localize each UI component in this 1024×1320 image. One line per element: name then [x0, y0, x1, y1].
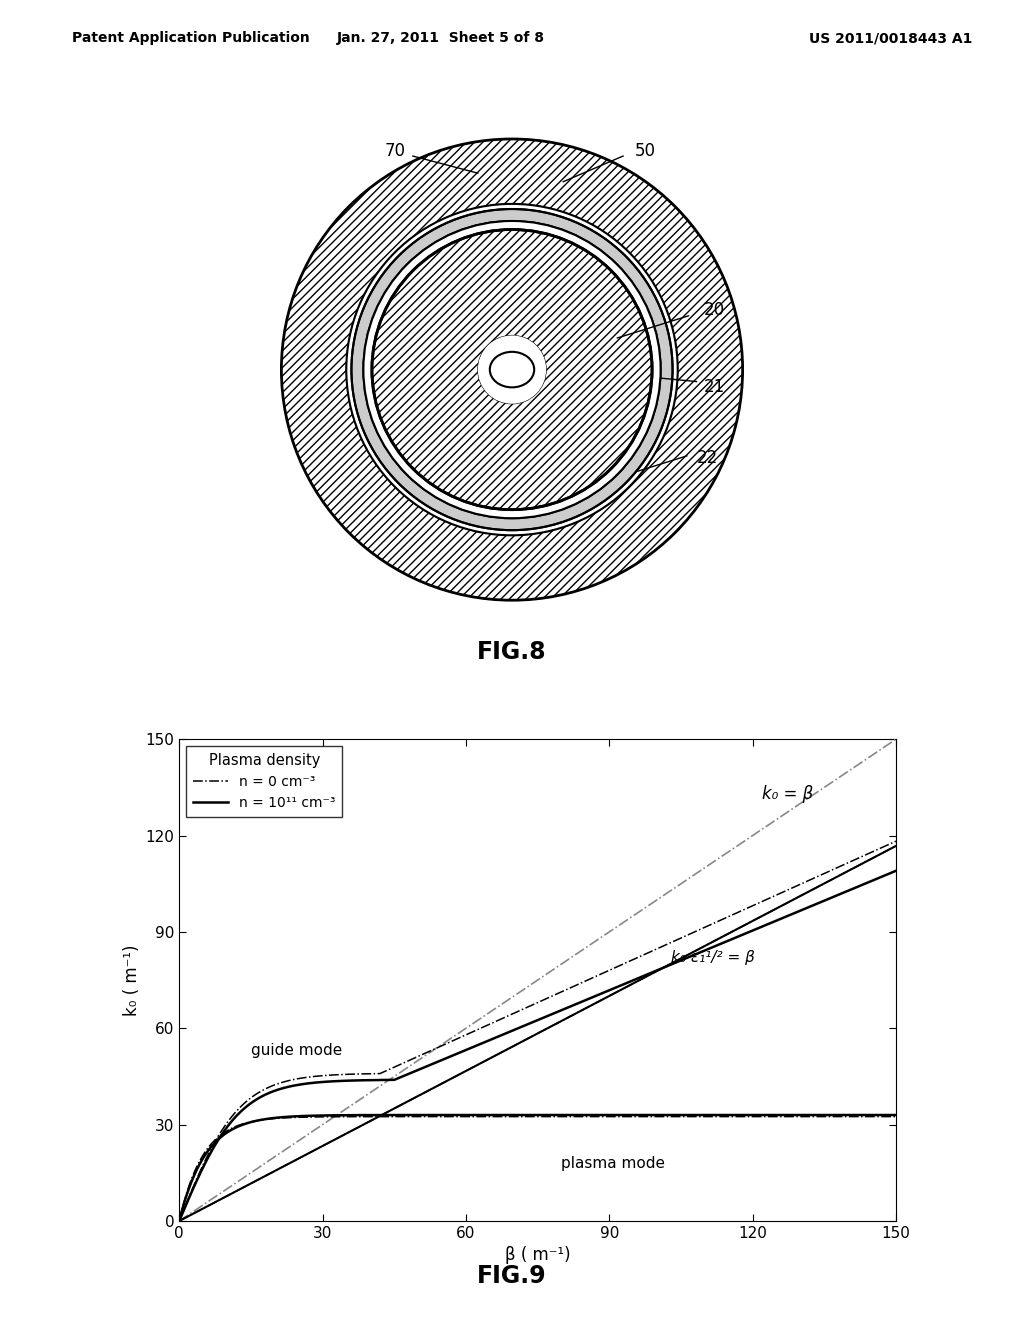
Text: US 2011/0018443 A1: US 2011/0018443 A1 [809, 32, 973, 45]
Ellipse shape [489, 352, 535, 387]
Text: 22: 22 [696, 449, 718, 467]
Text: FIG.8: FIG.8 [477, 639, 547, 664]
Text: 21: 21 [703, 378, 725, 396]
Y-axis label: k₀ ( m⁻¹): k₀ ( m⁻¹) [123, 944, 141, 1016]
Text: Patent Application Publication: Patent Application Publication [72, 32, 309, 45]
Circle shape [282, 139, 742, 601]
Text: 20: 20 [703, 301, 724, 319]
Text: k₀ = β: k₀ = β [762, 785, 813, 803]
Text: plasma mode: plasma mode [561, 1156, 666, 1171]
Text: FIG.9: FIG.9 [477, 1265, 547, 1288]
Circle shape [346, 203, 678, 536]
X-axis label: β ( m⁻¹): β ( m⁻¹) [505, 1246, 570, 1265]
Legend: n = 0 cm⁻³, n = 10¹¹ cm⁻³: n = 0 cm⁻³, n = 10¹¹ cm⁻³ [186, 746, 342, 817]
Text: 50: 50 [635, 143, 656, 160]
Text: Jan. 27, 2011  Sheet 5 of 8: Jan. 27, 2011 Sheet 5 of 8 [336, 32, 545, 45]
Text: guide mode: guide mode [251, 1043, 342, 1059]
Text: 70: 70 [385, 143, 407, 160]
Circle shape [478, 335, 546, 404]
Circle shape [372, 230, 652, 510]
Text: k₀ ε₁¹/² = β: k₀ ε₁¹/² = β [672, 950, 756, 965]
Circle shape [364, 220, 660, 519]
